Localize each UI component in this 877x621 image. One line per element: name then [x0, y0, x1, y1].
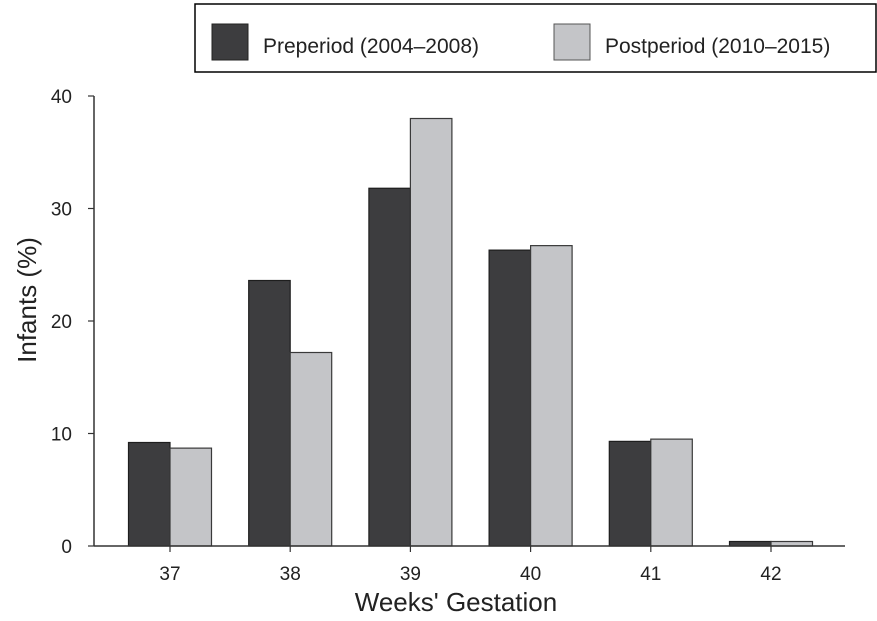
- bar-preperiod-37: [127, 441, 171, 547]
- legend-label-preperiod: Preperiod (2004–2008): [263, 35, 479, 58]
- x-tick-label-39: 39: [400, 564, 421, 585]
- y-axis-title: Infants (%): [12, 237, 42, 363]
- bar-postperiod-41: [650, 438, 693, 547]
- plot-area: [127, 117, 814, 547]
- x-tick-label-42: 42: [760, 564, 781, 585]
- y-tick-label-40: 40: [51, 87, 72, 108]
- legend-swatch-preperiod: [211, 23, 249, 61]
- x-tick-label-41: 41: [640, 564, 661, 585]
- legend-swatch-postperiod: [553, 23, 591, 61]
- y-axis-ticks: 0 10 20 30 40: [51, 87, 94, 558]
- bar-preperiod-38: [248, 279, 291, 547]
- x-axis-ticks: 37 38 39 40 41 42: [159, 546, 782, 585]
- bar-postperiod-37: [169, 447, 213, 547]
- bar-preperiod-39: [368, 187, 411, 547]
- bar-postperiod-38: [289, 351, 333, 547]
- bar-postperiod-40: [529, 245, 573, 547]
- y-tick-label-20: 20: [51, 312, 72, 333]
- legend: Preperiod (2004–2008) Postperiod (2010–2…: [194, 3, 877, 73]
- y-tick-label-30: 30: [51, 200, 72, 221]
- x-axis-title: Weeks' Gestation: [355, 587, 557, 616]
- y-tick-label-0: 0: [61, 537, 72, 558]
- legend-box: [194, 3, 877, 73]
- x-tick-label-37: 37: [159, 564, 180, 585]
- x-tick-label-38: 38: [280, 564, 301, 585]
- bar-postperiod-39: [409, 117, 453, 547]
- bar-preperiod-40: [488, 249, 532, 547]
- x-tick-label-40: 40: [520, 564, 541, 585]
- y-tick-label-10: 10: [51, 425, 72, 446]
- bar-preperiod-41: [608, 440, 652, 547]
- legend-label-postperiod: Postperiod (2010–2015): [605, 35, 830, 58]
